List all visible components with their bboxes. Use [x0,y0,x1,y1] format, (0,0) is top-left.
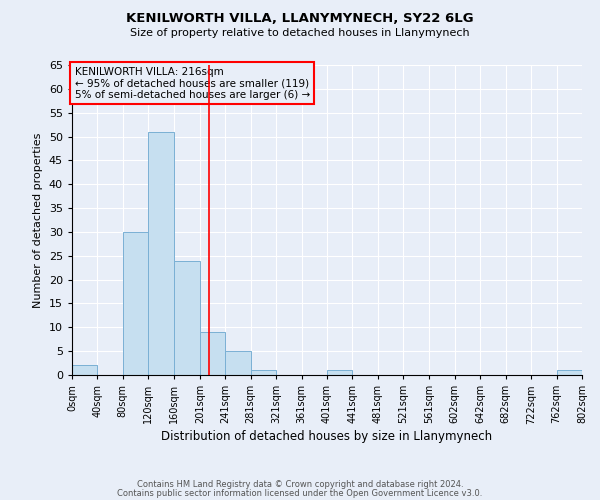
Text: Size of property relative to detached houses in Llanymynech: Size of property relative to detached ho… [130,28,470,38]
Bar [557,370,582,375]
Y-axis label: Number of detached properties: Number of detached properties [33,132,43,308]
Bar [200,332,225,375]
Text: Contains public sector information licensed under the Open Government Licence v3: Contains public sector information licen… [118,488,482,498]
Bar [123,232,148,375]
Bar [174,260,200,375]
Text: KENILWORTH VILLA: 216sqm
← 95% of detached houses are smaller (119)
5% of semi-d: KENILWORTH VILLA: 216sqm ← 95% of detach… [74,66,310,100]
Bar [225,351,251,375]
Text: Contains HM Land Registry data © Crown copyright and database right 2024.: Contains HM Land Registry data © Crown c… [137,480,463,489]
Bar [251,370,276,375]
X-axis label: Distribution of detached houses by size in Llanymynech: Distribution of detached houses by size … [161,430,493,444]
Bar [327,370,352,375]
Bar [72,366,97,375]
Text: KENILWORTH VILLA, LLANYMYNECH, SY22 6LG: KENILWORTH VILLA, LLANYMYNECH, SY22 6LG [126,12,474,26]
Bar [148,132,174,375]
